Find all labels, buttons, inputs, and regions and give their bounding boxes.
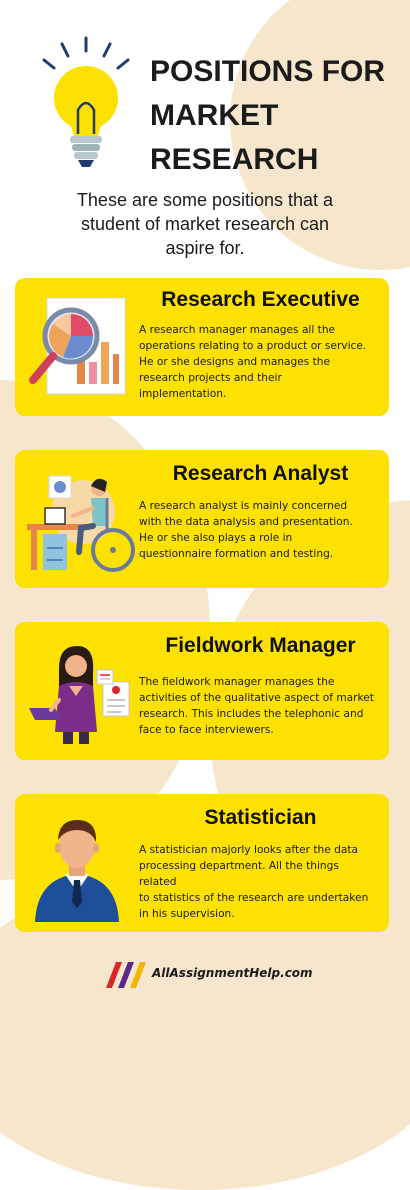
intro-text: These are some positions that a student … [76, 190, 334, 258]
header: POSITIONS FOR MARKET RESEARCH These are … [0, 0, 410, 270]
woman-laptop-icon [29, 646, 130, 744]
card-description: The fieldwork manager manages the activi… [139, 676, 374, 736]
card-title: Fieldwork Manager [165, 634, 356, 657]
card-title: Research Analyst [172, 462, 349, 485]
card-title: Research Executive [161, 288, 360, 311]
businessman-icon [35, 820, 119, 922]
card-description: A statistician majorly looks after the d… [139, 844, 369, 920]
card-research-analyst: Research Analyst A research analyst is m… [15, 450, 389, 588]
page-title: POSITIONS FOR MARKET RESEARCH [150, 55, 386, 176]
card-statistician: Statistician A statistician majorly look… [15, 794, 389, 932]
magnifier-chart-icon [29, 297, 126, 395]
wheelchair-analyst-icon [27, 475, 135, 572]
brand-link[interactable]: AllAssignmentHelp.com [152, 966, 313, 980]
card-title: Statistician [204, 806, 317, 829]
card-description: A research analyst is mainly concerned w… [139, 500, 353, 560]
card-description: A research manager manages all the opera… [139, 324, 367, 400]
footer: AllAssignmentHelp.com [0, 950, 410, 1000]
m-logo-icon [106, 962, 146, 988]
card-research-executive: Research Executive A research manager ma… [15, 278, 389, 416]
card-fieldwork-manager: Fieldwork Manager The fieldwork manager … [15, 622, 389, 760]
lightbulb-icon [42, 36, 130, 167]
